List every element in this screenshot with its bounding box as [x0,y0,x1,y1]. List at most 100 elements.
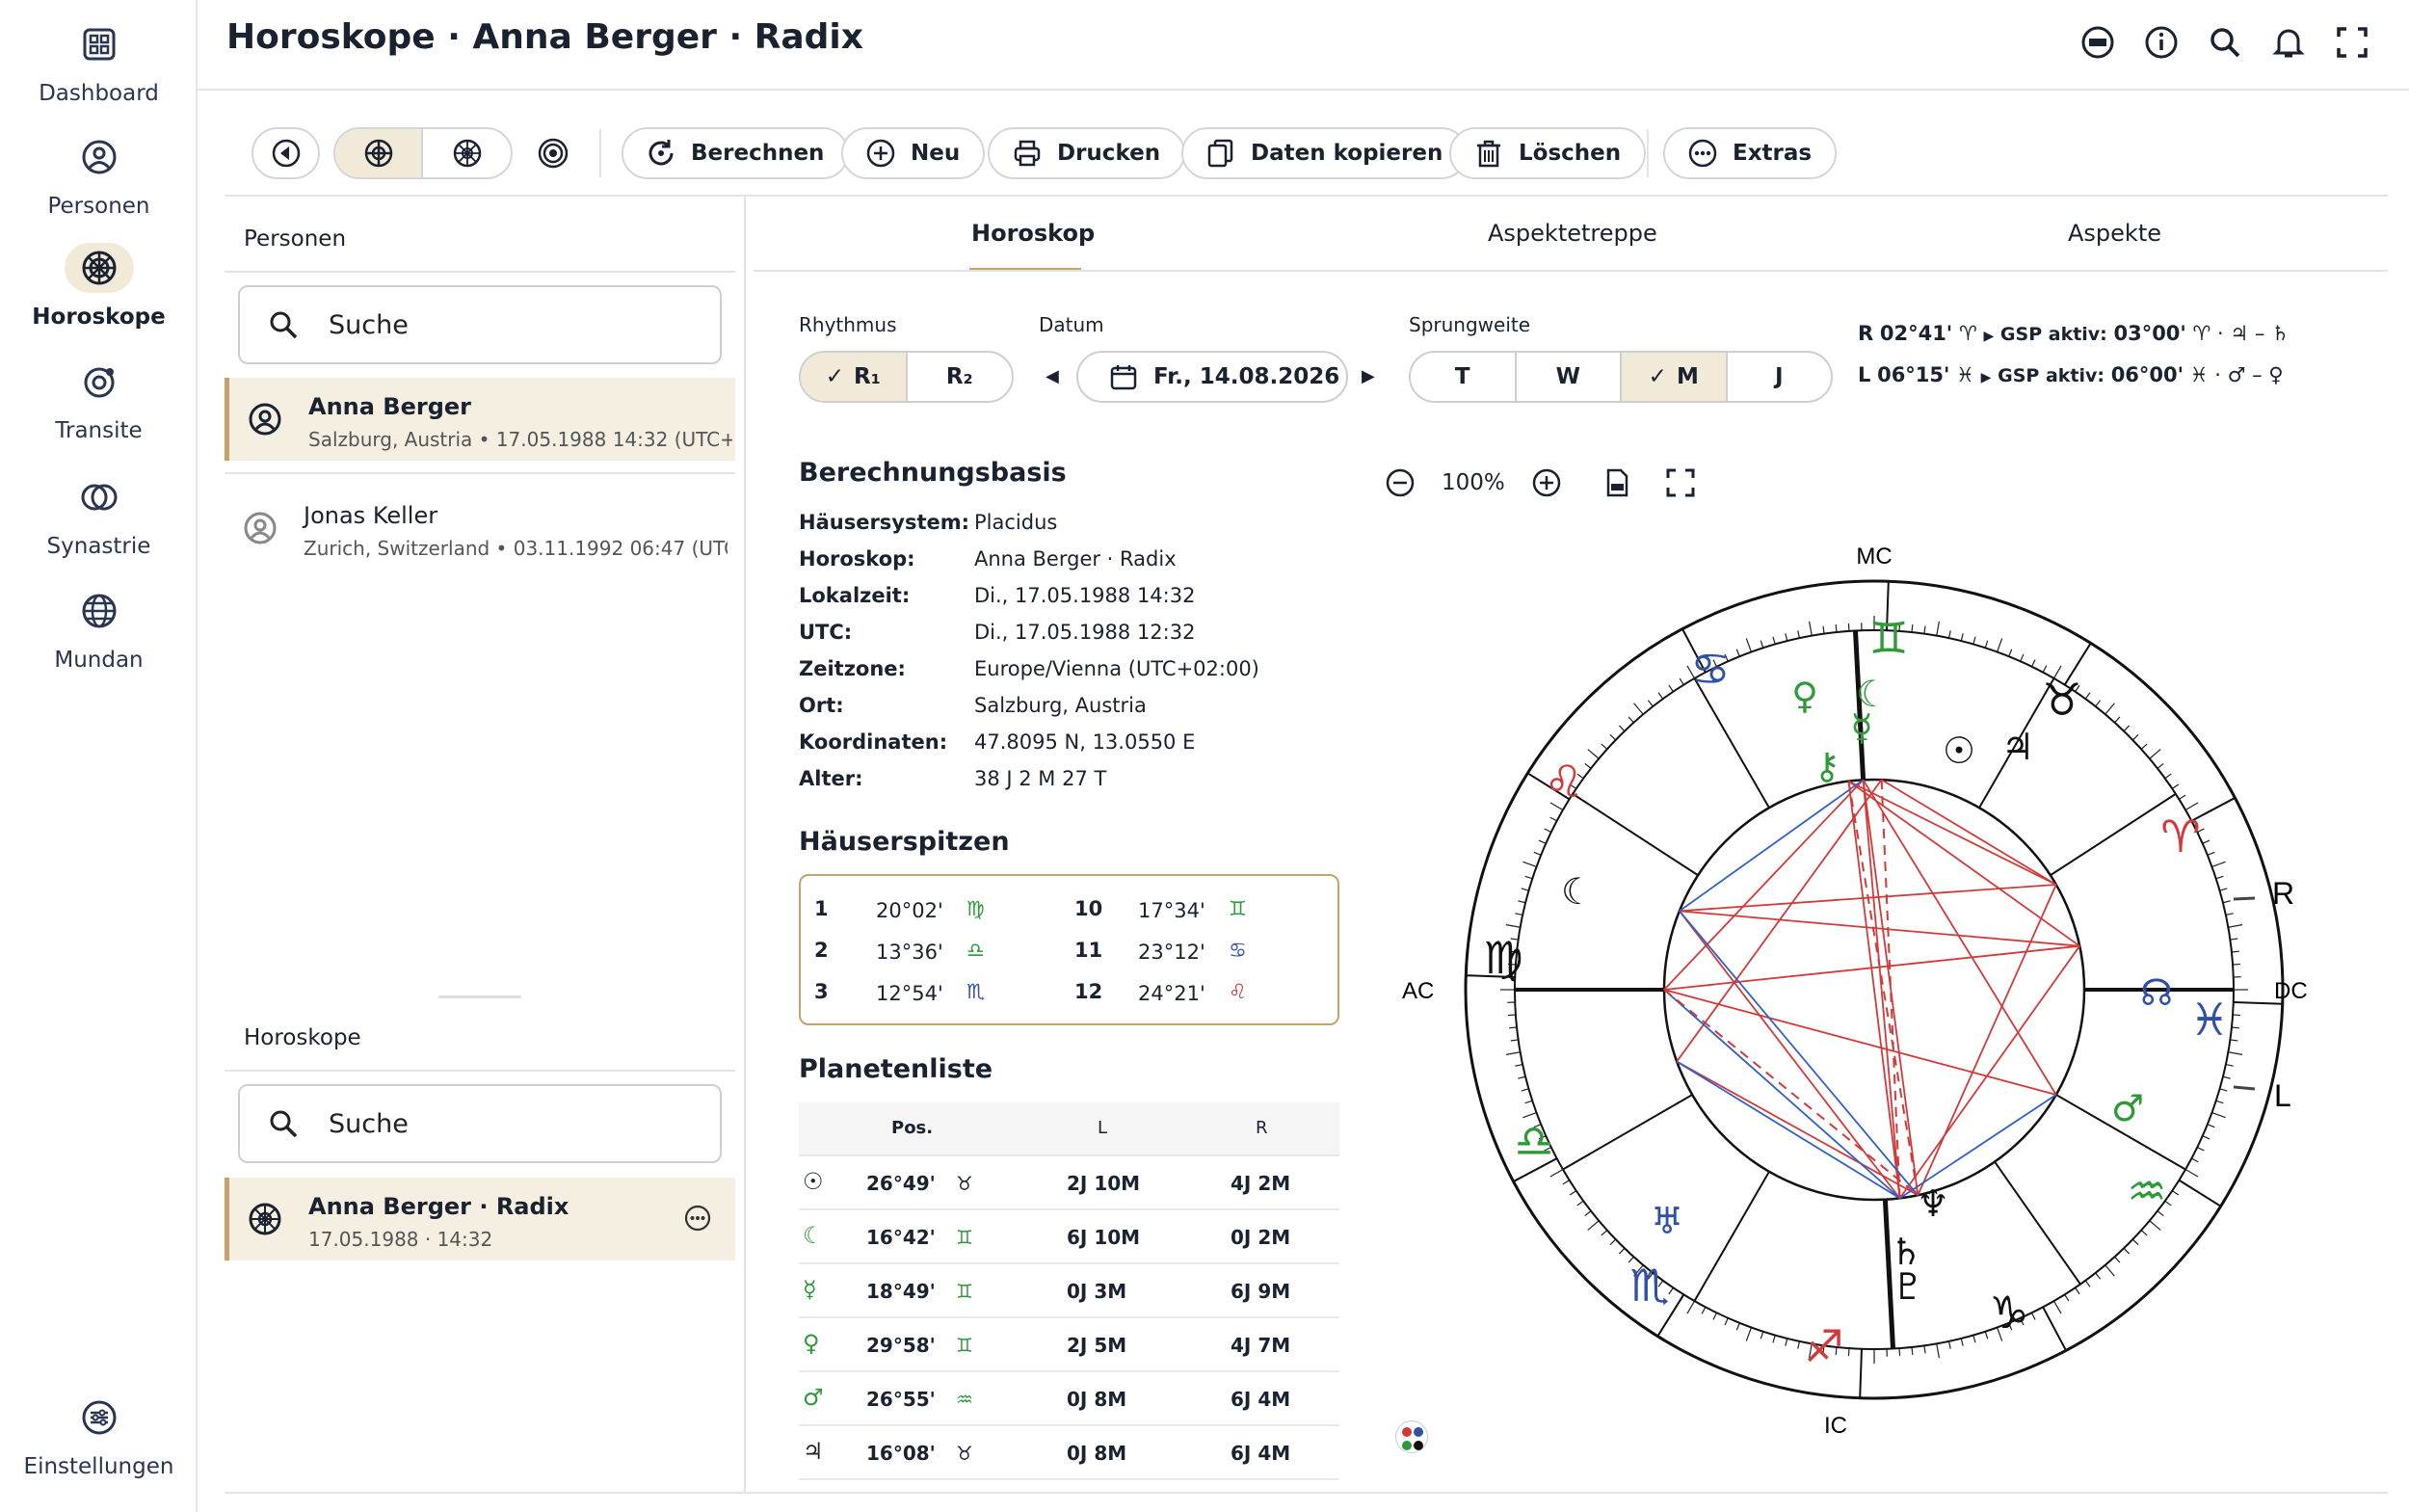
tab-aspekte[interactable]: Aspekte [2068,220,2161,247]
sprungweite-toggle[interactable]: T W ✓ M J [1409,351,1833,403]
planet-neptune-glyph: ♆ [1917,1182,1949,1225]
nav-transite[interactable]: Transite [0,357,198,443]
zoom-in-icon[interactable] [1530,466,1563,499]
person-list-item[interactable]: Anna Berger Salzburg, Austria • 17.05.19… [225,378,735,461]
rhythmus-r2[interactable]: R₂ [908,353,1013,401]
tab-horoskop[interactable]: Horoskop [971,220,1096,247]
search-placeholder: Suche [329,309,409,340]
planet-jupiter-glyph: ♃ [2001,726,2034,768]
nav-synastrie[interactable]: Synastrie [0,472,198,559]
date-picker[interactable]: Fr., 14.08.2026 [1076,351,1348,403]
zodiac-divider [1466,974,1516,978]
planet-lilith-glyph: ☾ [1561,870,1594,913]
extras-button[interactable]: Extras [1663,127,1838,179]
table-row: ♂ 26°55' ♒ 0J 8M 6J 4M [799,1372,1339,1426]
transit-icon [65,357,134,407]
fullscreen-icon[interactable] [2333,23,2371,62]
degree-tick [1628,716,1634,724]
zodiac-divider [2042,1306,2067,1351]
degree-tick [1576,1200,1584,1207]
planet-r: 0J 2M [1231,1226,1291,1249]
chart-type-toggle[interactable] [333,127,513,179]
aspect-line [1679,910,2080,947]
color-legend-icon[interactable] [1395,1420,1428,1453]
gsp-value: 06°00' [2110,363,2184,386]
planet-glyph: ☉ [803,1168,824,1195]
house-cusp [1882,1199,1896,1349]
gsp-l-row: L 06°15' ♓ ▶ GSP aktiv: 06°00' ♓ · ♂ – ♀ [1858,363,2284,386]
sprung-j[interactable]: J [1728,353,1832,401]
horoscope-list-item[interactable]: Anna Berger · Radix 17.05.1988 · 14:32 [225,1178,735,1260]
nav-dashboard[interactable]: Dashboard [0,19,198,106]
zodiac-divider [1859,1348,1863,1398]
sign-taurus-glyph: ♉ [2042,674,2081,726]
tab-aspektetreppe[interactable]: Aspektetreppe [1488,220,1657,247]
loeschen-button[interactable]: Löschen [1449,127,1647,179]
aspect-line [1663,989,1901,1200]
rhythmus-r1[interactable]: ✓ R₁ [801,353,908,401]
button-label: Extras [1733,141,1813,166]
nav-mundan[interactable]: Mundan [0,586,198,673]
planet-uranus-glyph: ♅ [1651,1200,1683,1242]
nav-personen[interactable]: Personen [0,132,198,219]
sign-glyph: ♏ [966,980,985,1003]
degree-tick [1772,636,1776,645]
degree-tick [2149,1220,2161,1231]
daten-kopieren-button[interactable]: Daten kopieren [1181,127,1469,179]
neu-button[interactable]: Neu [841,127,986,179]
next-date-arrow-icon[interactable]: ▶ [1362,366,1375,386]
planet-l: 2J 10M [1067,1172,1141,1195]
expand-chart-icon[interactable] [1664,466,1697,499]
degree-tick [2008,1322,2013,1331]
target-icon[interactable] [537,137,569,170]
horoskope-search-input[interactable]: Suche [238,1084,722,1163]
person-list-item[interactable]: Jonas Keller Zurich, Switzerland • 03.11… [225,487,735,570]
degree-tick [1724,653,1729,662]
info-icon[interactable] [2142,23,2181,62]
chart-type-radix[interactable] [335,129,424,177]
degree-tick [1505,924,1521,928]
table-row: ♀ 29°58' ♊ 2J 5M 4J 7M [799,1318,1339,1372]
nav-einstellungen[interactable]: Einstellungen [0,1393,198,1479]
page-title: Horoskope · Anna Berger · Radix [226,17,863,57]
dashboard-icon [65,19,134,69]
check-icon: ✓ [825,364,844,389]
date-display[interactable]: Fr., 14.08.2026 [1078,353,1346,401]
bell-icon[interactable] [2269,23,2308,62]
free-badge-icon[interactable] [2078,23,2117,62]
sprung-w[interactable]: W [1517,353,1622,401]
horoscope-wheel[interactable]: MC IC AC DC R L ♊ ♋ ♌ ♍ ♎ ♏ ♐ ♑ ♒ ♓ ♈ ♉ … [1388,530,2351,1446]
recalculate-icon [649,140,674,166]
sign-glyph: ♊ [956,1280,973,1303]
back-segment[interactable] [251,127,320,179]
sign-glyph: ♌ [1229,980,1247,1003]
planet-sun-glyph: ☉ [1943,729,1975,772]
basis-value: 38 J 2 M 27 T [974,767,1107,790]
planet-chiron-glyph: ⚷ [1813,745,1840,787]
sprung-m[interactable]: ✓ M [1622,353,1728,401]
zoom-out-icon[interactable] [1384,466,1416,499]
resize-handle[interactable] [438,995,521,998]
nav-horoskope[interactable]: Horoskope [0,243,198,330]
sprung-t[interactable]: T [1411,353,1517,401]
r-marker-label: R [2272,876,2294,911]
horoscope-wheel-icon [249,1203,281,1235]
planet-glyph: ♀ [803,1330,820,1357]
degree-tick [2149,749,2161,759]
back-button[interactable] [253,129,318,177]
berechnen-button[interactable]: Berechnen [622,127,850,179]
more-options-icon[interactable] [682,1203,713,1233]
degree-tick [1601,743,1608,750]
zodiac-divider [1526,772,1571,801]
rhythmus-toggle[interactable]: ✓ R₁ R₂ [799,351,1014,403]
search-icon[interactable] [2206,23,2244,62]
degree-tick [2215,1100,2224,1104]
reset-zoom-icon[interactable] [1601,466,1633,499]
chart-type-wheel[interactable] [423,129,511,177]
prev-date-arrow-icon[interactable]: ◀ [1046,366,1059,386]
drucken-button[interactable]: Drucken [988,127,1186,179]
degree-tick [2084,1280,2091,1287]
degree-tick [2052,665,2062,679]
personen-search-input[interactable]: Suche [238,285,722,364]
arrow-icon: ▶ [1983,329,1995,344]
